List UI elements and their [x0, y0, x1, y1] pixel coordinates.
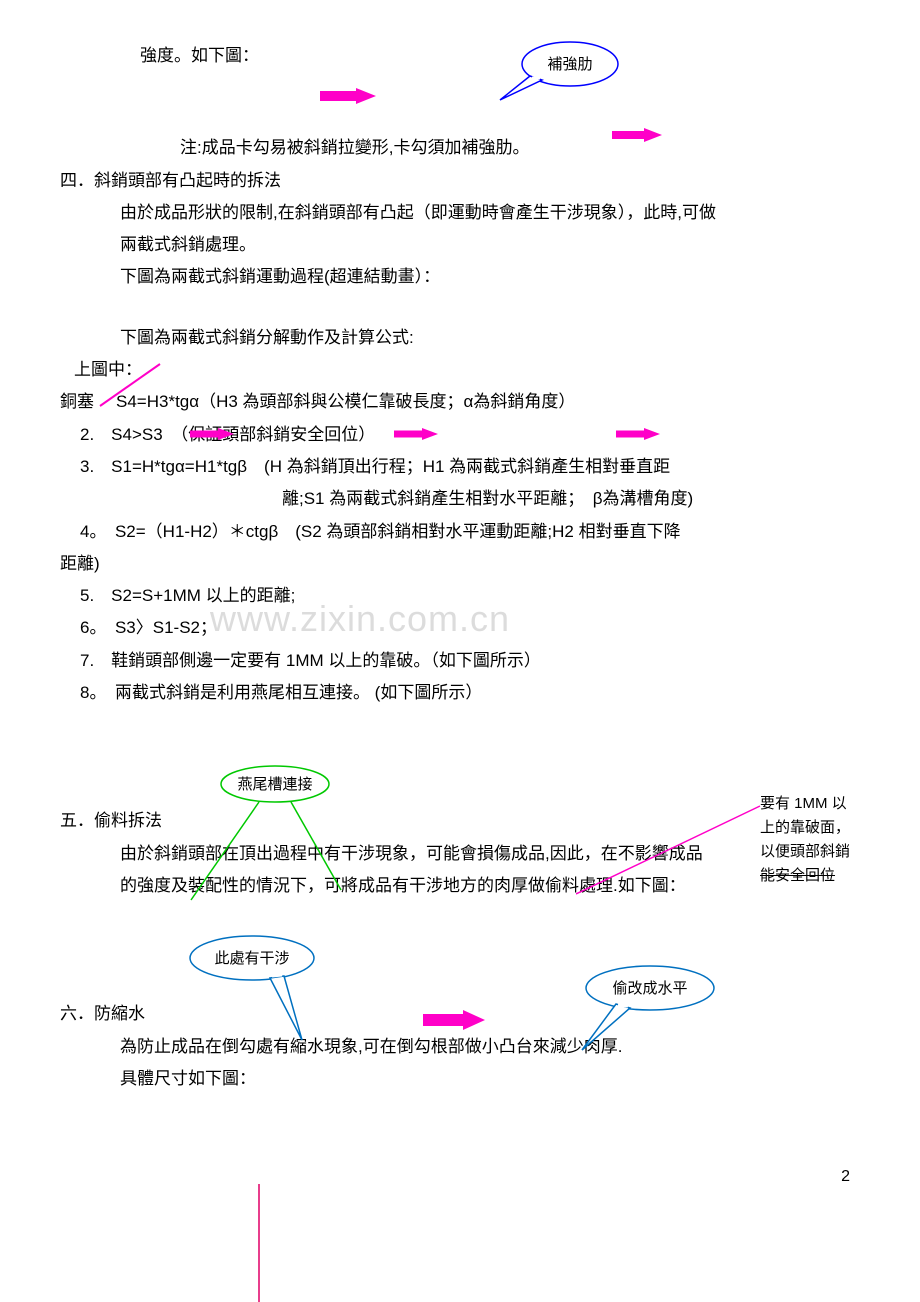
f4: 4。 S2=（H1-H2）＊ctgβ (S2 為頭部斜銷相對水平運動距離;H2 …: [60, 516, 860, 548]
text-strength: 強度。如下圖：: [60, 40, 860, 72]
copper-label: 銅塞: [60, 386, 94, 418]
p6a: 為防止成品在倒勾處有縮水現象,可在倒勾根部做小凸台來減少肉厚.: [60, 1031, 860, 1063]
p4b: 兩截式斜銷處理。: [60, 229, 860, 261]
f7: 7. 鞋銷頭部側邊一定要有 1MM 以上的靠破。（如下圖所示）: [60, 645, 860, 677]
f4b: 距離): [60, 548, 860, 580]
f5: 5. S2=S+1MM 以上的距離;: [60, 580, 860, 612]
heading-5: 五．偷料拆法: [60, 805, 860, 837]
f8: 8。 兩截式斜銷是利用燕尾相互連接。 (如下圖所示）: [60, 677, 860, 709]
heading-4: 四．斜銷頭部有凸起時的拆法: [60, 165, 860, 197]
heading-6: 六．防縮水: [60, 998, 860, 1030]
f6: 6。 S3〉S1-S2；: [60, 612, 860, 644]
note-reinforce: 注:成品卡勾易被斜銷拉變形,卡勾須加補強肋。: [60, 132, 860, 164]
vline-bottom: [256, 1184, 262, 1302]
p4a: 由於成品形狀的限制,在斜銷頭部有凸起（即運動時會產生干涉現象），此時,可做: [60, 197, 860, 229]
p4c: 下圖為兩截式斜銷運動過程(超連結動畫）：: [60, 261, 860, 293]
p5b: 的強度及裝配性的情況下，可將成品有干涉地方的肉厚做偷料處理.如下圖：: [60, 870, 860, 902]
f2: 2. S4>S3 （保証頭部斜銷安全回位）: [60, 419, 860, 451]
p5a: 由於斜銷頭部在頂出過程中有干涉現象，可能會損傷成品,因此，在不影響成品: [60, 838, 860, 870]
f3b: 離;S1 為兩截式斜銷產生相對水平距離； β為溝槽角度): [60, 483, 860, 515]
p4e: 上圖中：: [60, 354, 860, 386]
f3: 3. S1=H*tgα=H1*tgβ (H 為斜銷頂出行程；H1 為兩截式斜銷產…: [60, 451, 860, 483]
page-number: 2: [841, 1162, 850, 1192]
f1: S4=H3*tgα（H3 為頭部斜與公模仁靠破長度；α為斜銷角度）: [60, 392, 575, 411]
p6b: 具體尺寸如下圖：: [60, 1063, 860, 1095]
p4d: 下圖為兩截式斜銷分解動作及計算公式:: [60, 322, 860, 354]
